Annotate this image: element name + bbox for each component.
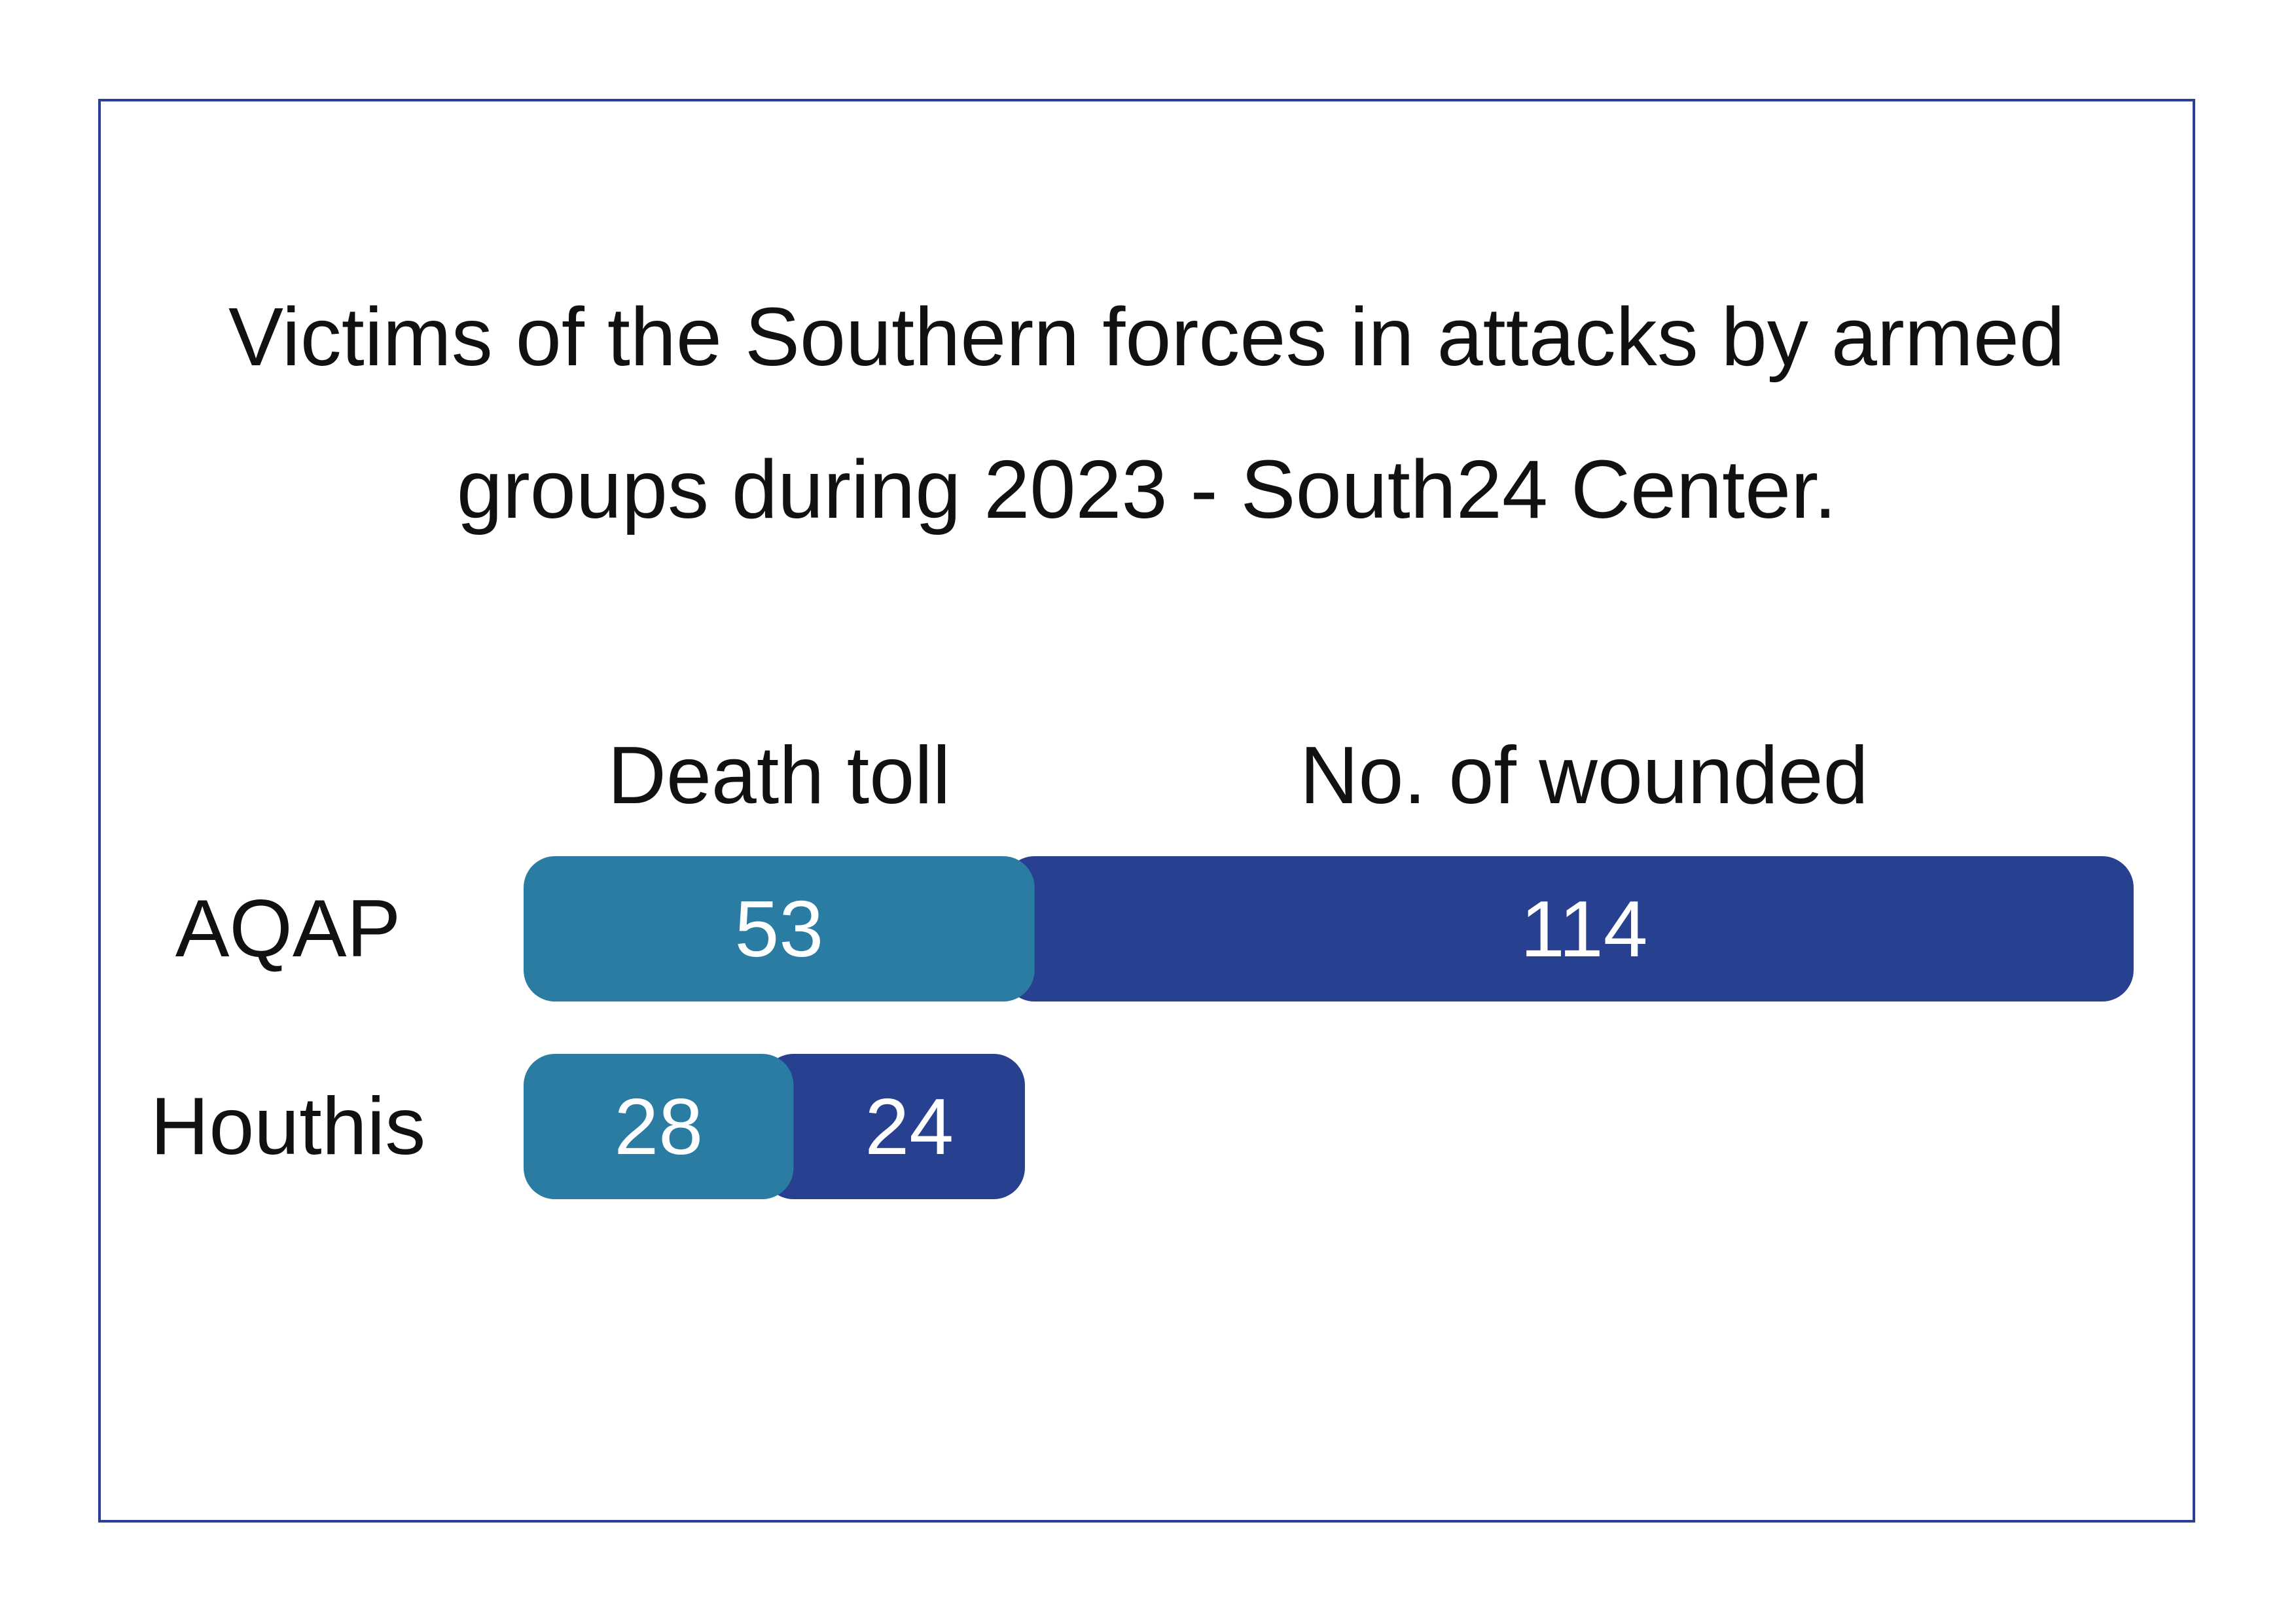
legend-entry-no-of-wounded: No. of wounded [1300, 731, 1869, 821]
chart-title-line-2: groups during 2023 - South24 Center. [456, 443, 1837, 535]
bar-aqap-death-toll [524, 856, 1035, 1001]
category-labels: AQAP Houthis [151, 884, 425, 1172]
chart-frame [98, 99, 2195, 1523]
category-label-houthis: Houthis [151, 1081, 425, 1172]
bar-houthis-no-of-wounded [762, 1054, 1025, 1199]
category-label-aqap: AQAP [175, 884, 401, 974]
bar-houthis-death-toll [524, 1054, 794, 1199]
legend-entry-death-toll: Death toll [607, 731, 950, 821]
chart-title-line-1: Victims of the Southern forces in attack… [228, 291, 2065, 383]
data-label-houthis-death-toll: 28 [614, 1082, 703, 1171]
data-labels: 53 114 28 24 [614, 884, 1647, 1171]
data-label-aqap-no-of-wounded: 114 [1520, 884, 1648, 973]
bar-aqap-no-of-wounded [1003, 856, 2134, 1001]
bars [524, 856, 2134, 1199]
data-label-houthis-no-of-wounded: 24 [865, 1082, 954, 1171]
data-label-aqap-death-toll: 53 [734, 884, 823, 973]
legend: Death toll No. of wounded [607, 731, 1868, 821]
